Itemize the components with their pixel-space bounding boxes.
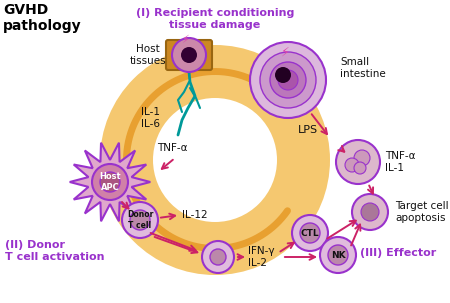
Circle shape — [320, 237, 356, 273]
Text: Small
intestine: Small intestine — [340, 57, 386, 79]
Text: CTL: CTL — [301, 228, 320, 238]
Circle shape — [122, 202, 158, 238]
Text: Target cell
apoptosis: Target cell apoptosis — [395, 201, 449, 223]
Circle shape — [130, 210, 150, 230]
Text: LPS: LPS — [298, 125, 318, 135]
Circle shape — [278, 70, 298, 90]
Text: IL-12: IL-12 — [182, 210, 207, 220]
Circle shape — [345, 158, 359, 172]
Text: Host
APC: Host APC — [99, 172, 121, 192]
Circle shape — [92, 164, 128, 200]
FancyBboxPatch shape — [166, 40, 212, 70]
Circle shape — [354, 162, 366, 174]
Circle shape — [352, 194, 388, 230]
Text: TNF-α: TNF-α — [157, 143, 187, 153]
Text: (I) Recipient conditioning
tissue damage: (I) Recipient conditioning tissue damage — [136, 8, 294, 30]
Circle shape — [260, 52, 316, 108]
Text: IFN-γ
IL-2: IFN-γ IL-2 — [248, 246, 274, 268]
Circle shape — [275, 67, 291, 83]
Text: Donor
T cell: Donor T cell — [127, 210, 153, 230]
Circle shape — [172, 38, 206, 72]
Text: NK: NK — [331, 251, 345, 259]
Circle shape — [336, 140, 380, 184]
Circle shape — [100, 45, 330, 275]
Text: Host
tissues: Host tissues — [130, 44, 166, 66]
Circle shape — [202, 241, 234, 273]
Polygon shape — [70, 143, 150, 221]
Text: IL-1
IL-6: IL-1 IL-6 — [140, 107, 159, 129]
Text: ⚡: ⚡ — [281, 45, 289, 58]
Circle shape — [270, 62, 306, 98]
Circle shape — [292, 215, 328, 251]
Text: (II) Donor
T cell activation: (II) Donor T cell activation — [5, 240, 104, 261]
Circle shape — [361, 203, 379, 221]
Text: ⚡: ⚡ — [181, 35, 189, 45]
Circle shape — [153, 98, 277, 222]
Circle shape — [210, 249, 226, 265]
Circle shape — [354, 150, 370, 166]
Text: (III) Effector: (III) Effector — [360, 248, 436, 258]
Circle shape — [100, 172, 120, 192]
Circle shape — [250, 42, 326, 118]
Text: GVHD
pathology: GVHD pathology — [3, 3, 81, 33]
Circle shape — [328, 245, 348, 265]
Circle shape — [181, 47, 197, 63]
Text: TNF-α
IL-1: TNF-α IL-1 — [385, 151, 415, 173]
Circle shape — [300, 223, 320, 243]
